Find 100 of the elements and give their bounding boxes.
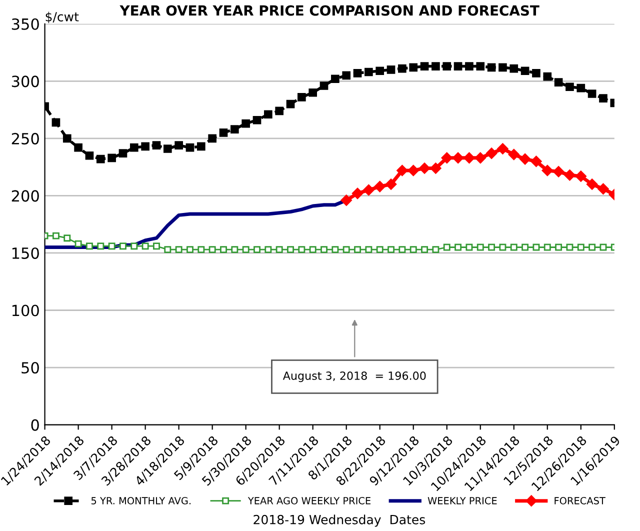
point [275,106,284,116]
point [264,110,272,119]
y-tick-label: 0 [31,419,39,431]
point [152,141,161,150]
y-tick-label: 300 [12,76,39,88]
point [186,246,194,254]
point [532,244,540,251]
y-tick-label: 350 [12,18,39,30]
point [376,66,384,76]
point [298,246,306,254]
point [352,188,364,200]
point [388,246,394,254]
point [64,234,71,242]
point [118,149,128,158]
point [142,242,149,250]
point [543,72,552,81]
point [220,246,227,254]
point [488,244,496,251]
point [555,244,562,251]
point [432,62,440,70]
point [498,63,507,72]
point [418,162,430,174]
point [332,246,339,254]
point [575,170,586,182]
point [130,143,138,152]
point [331,74,340,84]
point [276,246,283,254]
point [298,93,306,102]
point [74,143,82,152]
point [219,128,228,137]
point [186,143,194,152]
point [363,184,374,196]
point [430,162,442,174]
point [196,142,206,151]
point [566,82,574,92]
point [443,244,450,251]
point [487,63,496,72]
point [108,154,116,162]
point [586,178,598,190]
point [398,64,406,73]
point [600,244,607,251]
point [309,246,316,254]
point [530,156,542,167]
point [353,68,362,78]
point [376,246,384,254]
point [174,141,183,150]
x-axis-title: 2018-19 Wednesday Dates [254,514,426,527]
point [163,144,172,153]
point [287,246,294,254]
point [588,244,596,251]
point [499,244,506,251]
point [409,63,418,72]
point [320,246,328,254]
point [452,152,464,164]
point [476,244,484,251]
point [588,90,596,98]
point [466,244,473,251]
point [108,242,116,250]
point [544,244,551,251]
point [542,164,553,176]
point [354,246,361,254]
point [552,166,564,178]
point [410,246,417,254]
point [231,246,238,254]
point [342,246,350,254]
legend-label: FORECAST [554,497,606,504]
point [342,71,351,80]
point [96,154,105,164]
point [242,246,250,254]
point [474,152,486,164]
point [522,244,529,251]
point [52,118,60,127]
point [564,169,576,181]
y-tick-label: 150 [12,247,39,260]
point [120,242,126,250]
point [532,68,540,78]
y-tick-label: 100 [12,304,39,316]
point [97,242,104,250]
point [599,94,608,103]
point [508,148,520,160]
point [598,183,609,194]
point [432,246,440,254]
point [153,242,160,250]
point [74,240,82,248]
point [252,116,262,124]
y-axis-title: $/cwt [46,12,79,24]
point [464,152,475,164]
chart-title: YEAR OVER YEAR PRICE COMPARISON AND FORECAST [120,5,540,16]
point [465,62,474,70]
point [566,244,574,251]
point [86,242,93,250]
annotation: August 3, 2018 = 196.00 [282,372,426,382]
y-tick-label: 250 [12,132,39,144]
legend-label: WEEKLY PRICE [428,497,497,504]
point [386,66,396,74]
point [408,164,419,176]
point [141,142,150,151]
point [385,178,397,190]
point [175,246,182,254]
point [340,194,352,206]
